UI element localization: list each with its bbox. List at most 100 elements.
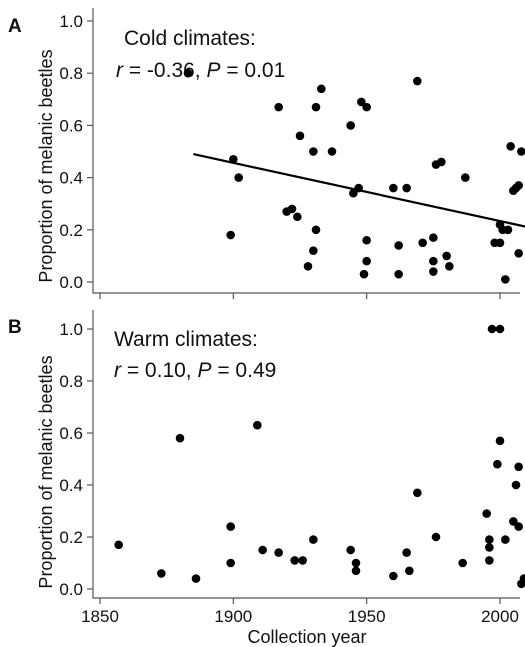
data-point-b	[157, 569, 166, 578]
data-point-a	[503, 225, 513, 235]
data-point-a	[445, 262, 454, 271]
panel-label-b: B	[8, 317, 22, 338]
data-point-b	[226, 558, 235, 568]
data-point-a	[429, 267, 438, 276]
y-tick-label-b: 0.8	[59, 372, 83, 391]
trend-line-a	[193, 153, 525, 228]
data-point-a	[418, 238, 427, 248]
data-point-a	[346, 121, 355, 130]
data-point-a	[461, 173, 470, 182]
data-point-b	[485, 556, 494, 565]
data-point-a	[359, 269, 369, 279]
panel-label-a: A	[8, 16, 22, 37]
data-point-a	[183, 68, 193, 78]
panel-cold-climates: A Proportion of melanic beetles Cold cli…	[8, 8, 525, 299]
data-point-a	[362, 235, 371, 245]
data-point-b	[487, 324, 497, 334]
y-tick-label-b: 0.6	[59, 424, 83, 443]
data-point-b	[458, 558, 467, 568]
data-point-b	[431, 532, 441, 542]
axes-a	[92, 8, 520, 294]
x-tick-label: 1950	[348, 607, 386, 626]
data-point-a	[311, 102, 321, 112]
data-point-b	[509, 517, 518, 526]
annotation-title-a: Cold climates:	[124, 27, 256, 50]
data-point-b	[346, 545, 355, 555]
x-axis-label: Collection year	[247, 627, 366, 647]
y-tick-label-a: 0.4	[59, 169, 83, 188]
data-point-a	[429, 233, 438, 242]
data-point-b	[514, 522, 523, 531]
data-point-b	[389, 571, 398, 581]
data-point-b	[309, 535, 318, 544]
x-tick-label: 2000	[481, 607, 519, 626]
data-point-b	[495, 436, 505, 446]
data-point-a	[362, 102, 371, 112]
data-point-a	[309, 246, 318, 255]
data-point-b	[274, 548, 283, 557]
stat-p-value-a: = 0.01	[220, 59, 285, 82]
y-tick-label-b: 0.4	[59, 476, 83, 495]
stat-r-label-b: r	[114, 359, 122, 382]
stat-p-label-a: P	[206, 59, 220, 82]
x-tick-label: 1850	[81, 607, 119, 626]
y-axis-label-a: Proportion of melanic beetles	[36, 49, 56, 282]
y-tick-label-b: 0.2	[59, 528, 83, 547]
data-point-b	[253, 420, 262, 430]
y-tick-label-a: 0.8	[59, 64, 83, 83]
data-point-b	[351, 558, 361, 568]
data-point-b	[485, 543, 494, 552]
data-point-b	[226, 522, 235, 531]
y-tick-label-b: 1.0	[59, 320, 83, 339]
data-point-b	[175, 433, 185, 443]
data-point-b	[493, 459, 502, 469]
stat-line-b: r = 0.10, P = 0.49	[114, 359, 276, 382]
data-point-a	[495, 238, 505, 248]
data-point-a	[287, 204, 297, 214]
data-point-a	[429, 256, 438, 266]
y-axis-label-b: Proportion of melanic beetles	[36, 355, 56, 588]
data-point-a	[501, 275, 510, 284]
stat-p-label-b: P	[197, 359, 211, 382]
data-point-b	[114, 540, 123, 550]
data-point-a	[514, 248, 523, 258]
y-tick-label-a: 0.0	[59, 273, 83, 292]
data-point-b	[290, 556, 299, 565]
annotation-title-b: Warm climates:	[114, 328, 258, 351]
stat-r-value-a: = -0.36,	[123, 59, 206, 82]
data-point-a	[226, 230, 235, 240]
data-point-a	[354, 183, 363, 193]
panel-warm-climates: B Proportion of melanic beetles Warm cli…	[8, 310, 525, 647]
data-point-a	[413, 76, 422, 86]
data-point-b	[405, 566, 414, 576]
data-point-a	[394, 241, 403, 250]
data-point-b	[258, 545, 267, 555]
data-point-a	[327, 147, 337, 156]
data-point-b	[485, 535, 494, 544]
data-point-a	[362, 256, 371, 266]
data-point-b	[501, 535, 510, 544]
data-point-a	[317, 84, 326, 94]
data-point-b	[298, 556, 307, 565]
stat-p-value-b: = 0.49	[212, 359, 277, 382]
data-point-b	[514, 462, 523, 472]
data-point-a	[311, 225, 321, 235]
data-point-b	[511, 480, 521, 490]
data-point-a	[229, 155, 238, 164]
data-point-a	[303, 262, 313, 271]
data-point-a	[506, 141, 515, 151]
data-point-a	[442, 251, 451, 261]
data-point-b	[413, 488, 422, 498]
y-tick-label-a: 1.0	[59, 12, 83, 31]
data-point-a	[295, 131, 305, 141]
y-tick-label-b: 0.0	[59, 580, 83, 599]
axes-b	[92, 310, 520, 599]
data-point-b	[402, 548, 411, 557]
stat-r-value-b: = 0.10,	[121, 359, 197, 382]
data-point-a	[293, 212, 302, 222]
data-point-a	[349, 188, 358, 198]
data-point-a	[402, 183, 411, 193]
data-point-a	[274, 102, 283, 112]
x-tick-label: 1900	[214, 607, 252, 626]
